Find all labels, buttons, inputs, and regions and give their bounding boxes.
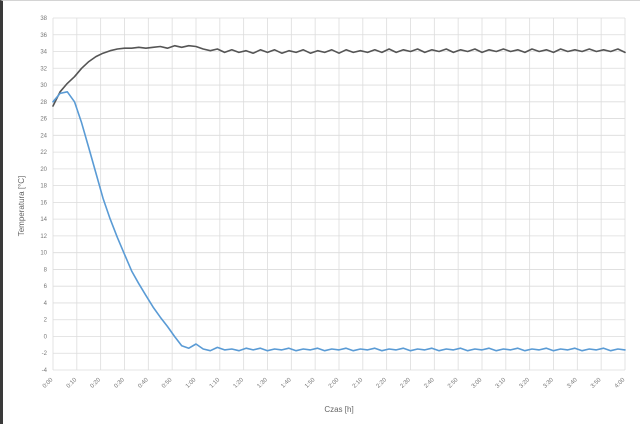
- y-tick-label: 20: [40, 167, 47, 173]
- x-tick-label: 1:10: [209, 377, 222, 390]
- vertical-gridlines: [52, 18, 626, 370]
- series-line-1: [52, 44, 626, 107]
- x-tick-label: 0:30: [113, 377, 126, 390]
- y-tick-label: 26: [40, 117, 47, 123]
- y-tick-label: 14: [40, 217, 47, 223]
- x-tick-label: 0:00: [42, 377, 55, 390]
- series-line-2: [52, 91, 626, 352]
- x-tick-label: 3:30: [542, 377, 555, 390]
- x-tick-label: 0:20: [90, 377, 103, 390]
- x-tick-label: 2:40: [423, 377, 436, 390]
- y-tick-label: 34: [40, 50, 47, 56]
- y-tick-label: -4: [42, 368, 48, 374]
- y-tick-label: 32: [40, 66, 47, 72]
- y-tick-label: 2: [44, 318, 48, 324]
- y-tick-label: 36: [40, 33, 47, 39]
- y-tick-label: 12: [40, 234, 47, 240]
- y-tick-label: 0: [44, 334, 48, 340]
- x-tick-label: 3:00: [471, 377, 484, 390]
- x-tick-label: 3:20: [519, 377, 532, 390]
- y-tick-label: 4: [44, 301, 48, 307]
- y-tick-label: 8: [44, 267, 48, 273]
- y-tick-label: -2: [42, 351, 48, 357]
- x-tick-label: 4:00: [614, 377, 627, 390]
- x-tick-label: 2:30: [399, 377, 412, 390]
- x-tick-label: 1:00: [185, 377, 198, 390]
- y-tick-label: 28: [40, 100, 47, 106]
- y-tick-label: 24: [40, 133, 47, 139]
- horizontal-gridlines: [53, 17, 625, 371]
- x-tick-label: 1:50: [304, 377, 317, 390]
- x-tick-label: 3:40: [566, 377, 579, 390]
- x-tick-label: 1:20: [233, 377, 246, 390]
- x-tick-label: 2:20: [376, 377, 389, 390]
- x-tick-label: 2:00: [328, 377, 341, 390]
- x-tick-label: 2:50: [447, 377, 460, 390]
- x-tick-label: 1:30: [256, 377, 269, 390]
- x-tick-label: 2:10: [352, 377, 365, 390]
- y-tick-label: 30: [40, 83, 47, 89]
- series-layer: [52, 44, 626, 352]
- y-tick-label: 22: [40, 150, 47, 156]
- x-tick-label: 3:10: [495, 377, 508, 390]
- y-tick-label: 18: [40, 184, 47, 190]
- x-tick-labels: 0:00 0:10 0:20 0:30 0:40 0:50 1:00 1:10 1:20 1:30…: [42, 377, 627, 390]
- y-tick-label: 6: [44, 284, 48, 290]
- y-axis-title: Temperatura [°C]: [17, 176, 26, 237]
- x-tick-label: 0:50: [161, 377, 174, 390]
- y-tick-label: 16: [40, 200, 47, 206]
- x-tick-label: 0:40: [137, 377, 150, 390]
- y-tick-label: 10: [40, 251, 47, 257]
- x-tick-label: 1:40: [280, 377, 293, 390]
- x-tick-label: 3:50: [590, 377, 603, 390]
- x-tick-label: 0:10: [66, 377, 79, 390]
- x-axis-title: Czas [h]: [324, 405, 353, 414]
- y-tick-label: 38: [40, 16, 47, 22]
